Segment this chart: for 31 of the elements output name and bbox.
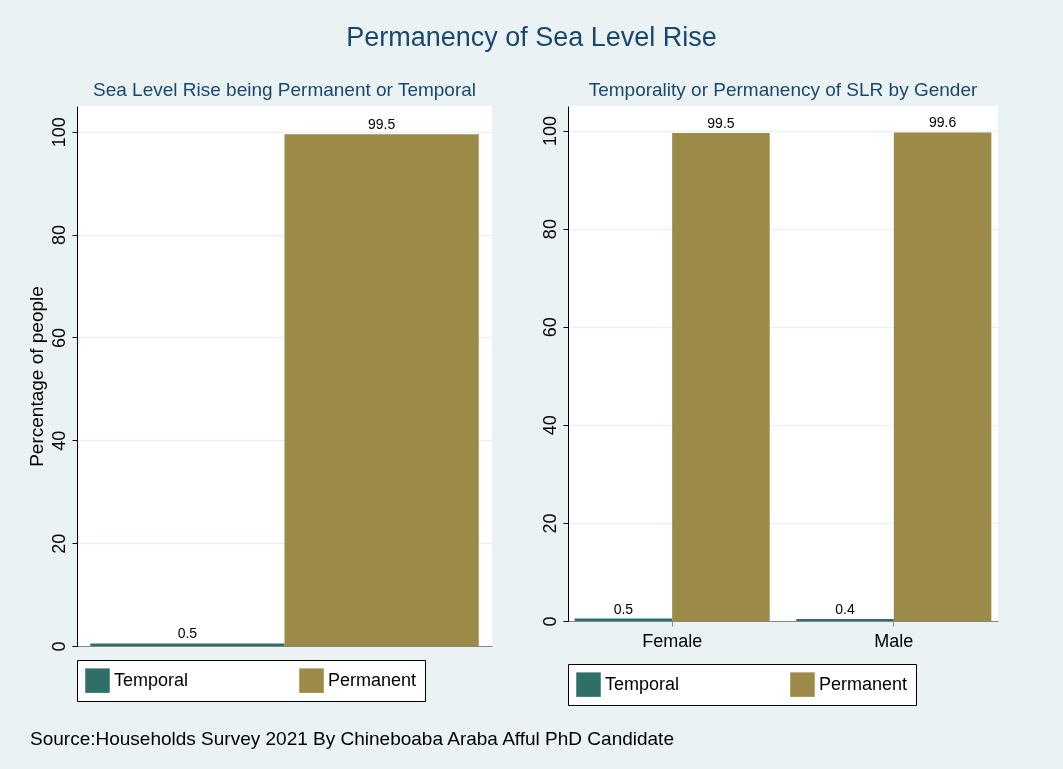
data-label: 0.5 [613,600,634,617]
y-tick-label: 100 [539,116,560,147]
data-label: 0.5 [177,625,198,642]
y-axis-title: Percentage of people [25,286,47,467]
data-label: 99.5 [368,116,396,133]
y-tick-label: 0 [539,616,560,627]
y-tick-label: 40 [48,430,69,451]
y-tick-label: 40 [539,415,560,436]
chart-title: Sea Level Rise being Permanent or Temporal [92,79,477,100]
y-tick-label: 60 [539,317,560,338]
data-label: 99.5 [707,114,735,131]
source-note: Source:Households Survey 2021 By Chineboaba Araba Afful PhD Candidate [30,728,674,750]
chart-title: Temporality or Permanency of SLR by Gender [588,79,978,100]
y-tick-label: 0 [48,641,69,652]
legend-label: Permanent [819,673,908,694]
legend-label: Temporal [114,669,189,690]
data-label: 99.6 [928,114,957,131]
y-tick-label: 100 [48,117,69,148]
y-tick-label: 80 [539,219,560,240]
x-tick-label: Female [642,630,703,651]
y-tick-label: 20 [539,513,560,534]
data-label: 0.4 [835,601,855,618]
y-tick-label: 60 [48,327,69,348]
x-tick-label: Male [874,630,914,651]
legend-label: Permanent [328,669,417,690]
bar [672,132,770,621]
y-tick-label: 20 [48,533,69,554]
text: Permanency of Sea Level Rise [345,22,718,53]
legend-label: Temporal [605,673,680,694]
y-tick-label: 80 [48,225,69,246]
bar [893,132,992,621]
